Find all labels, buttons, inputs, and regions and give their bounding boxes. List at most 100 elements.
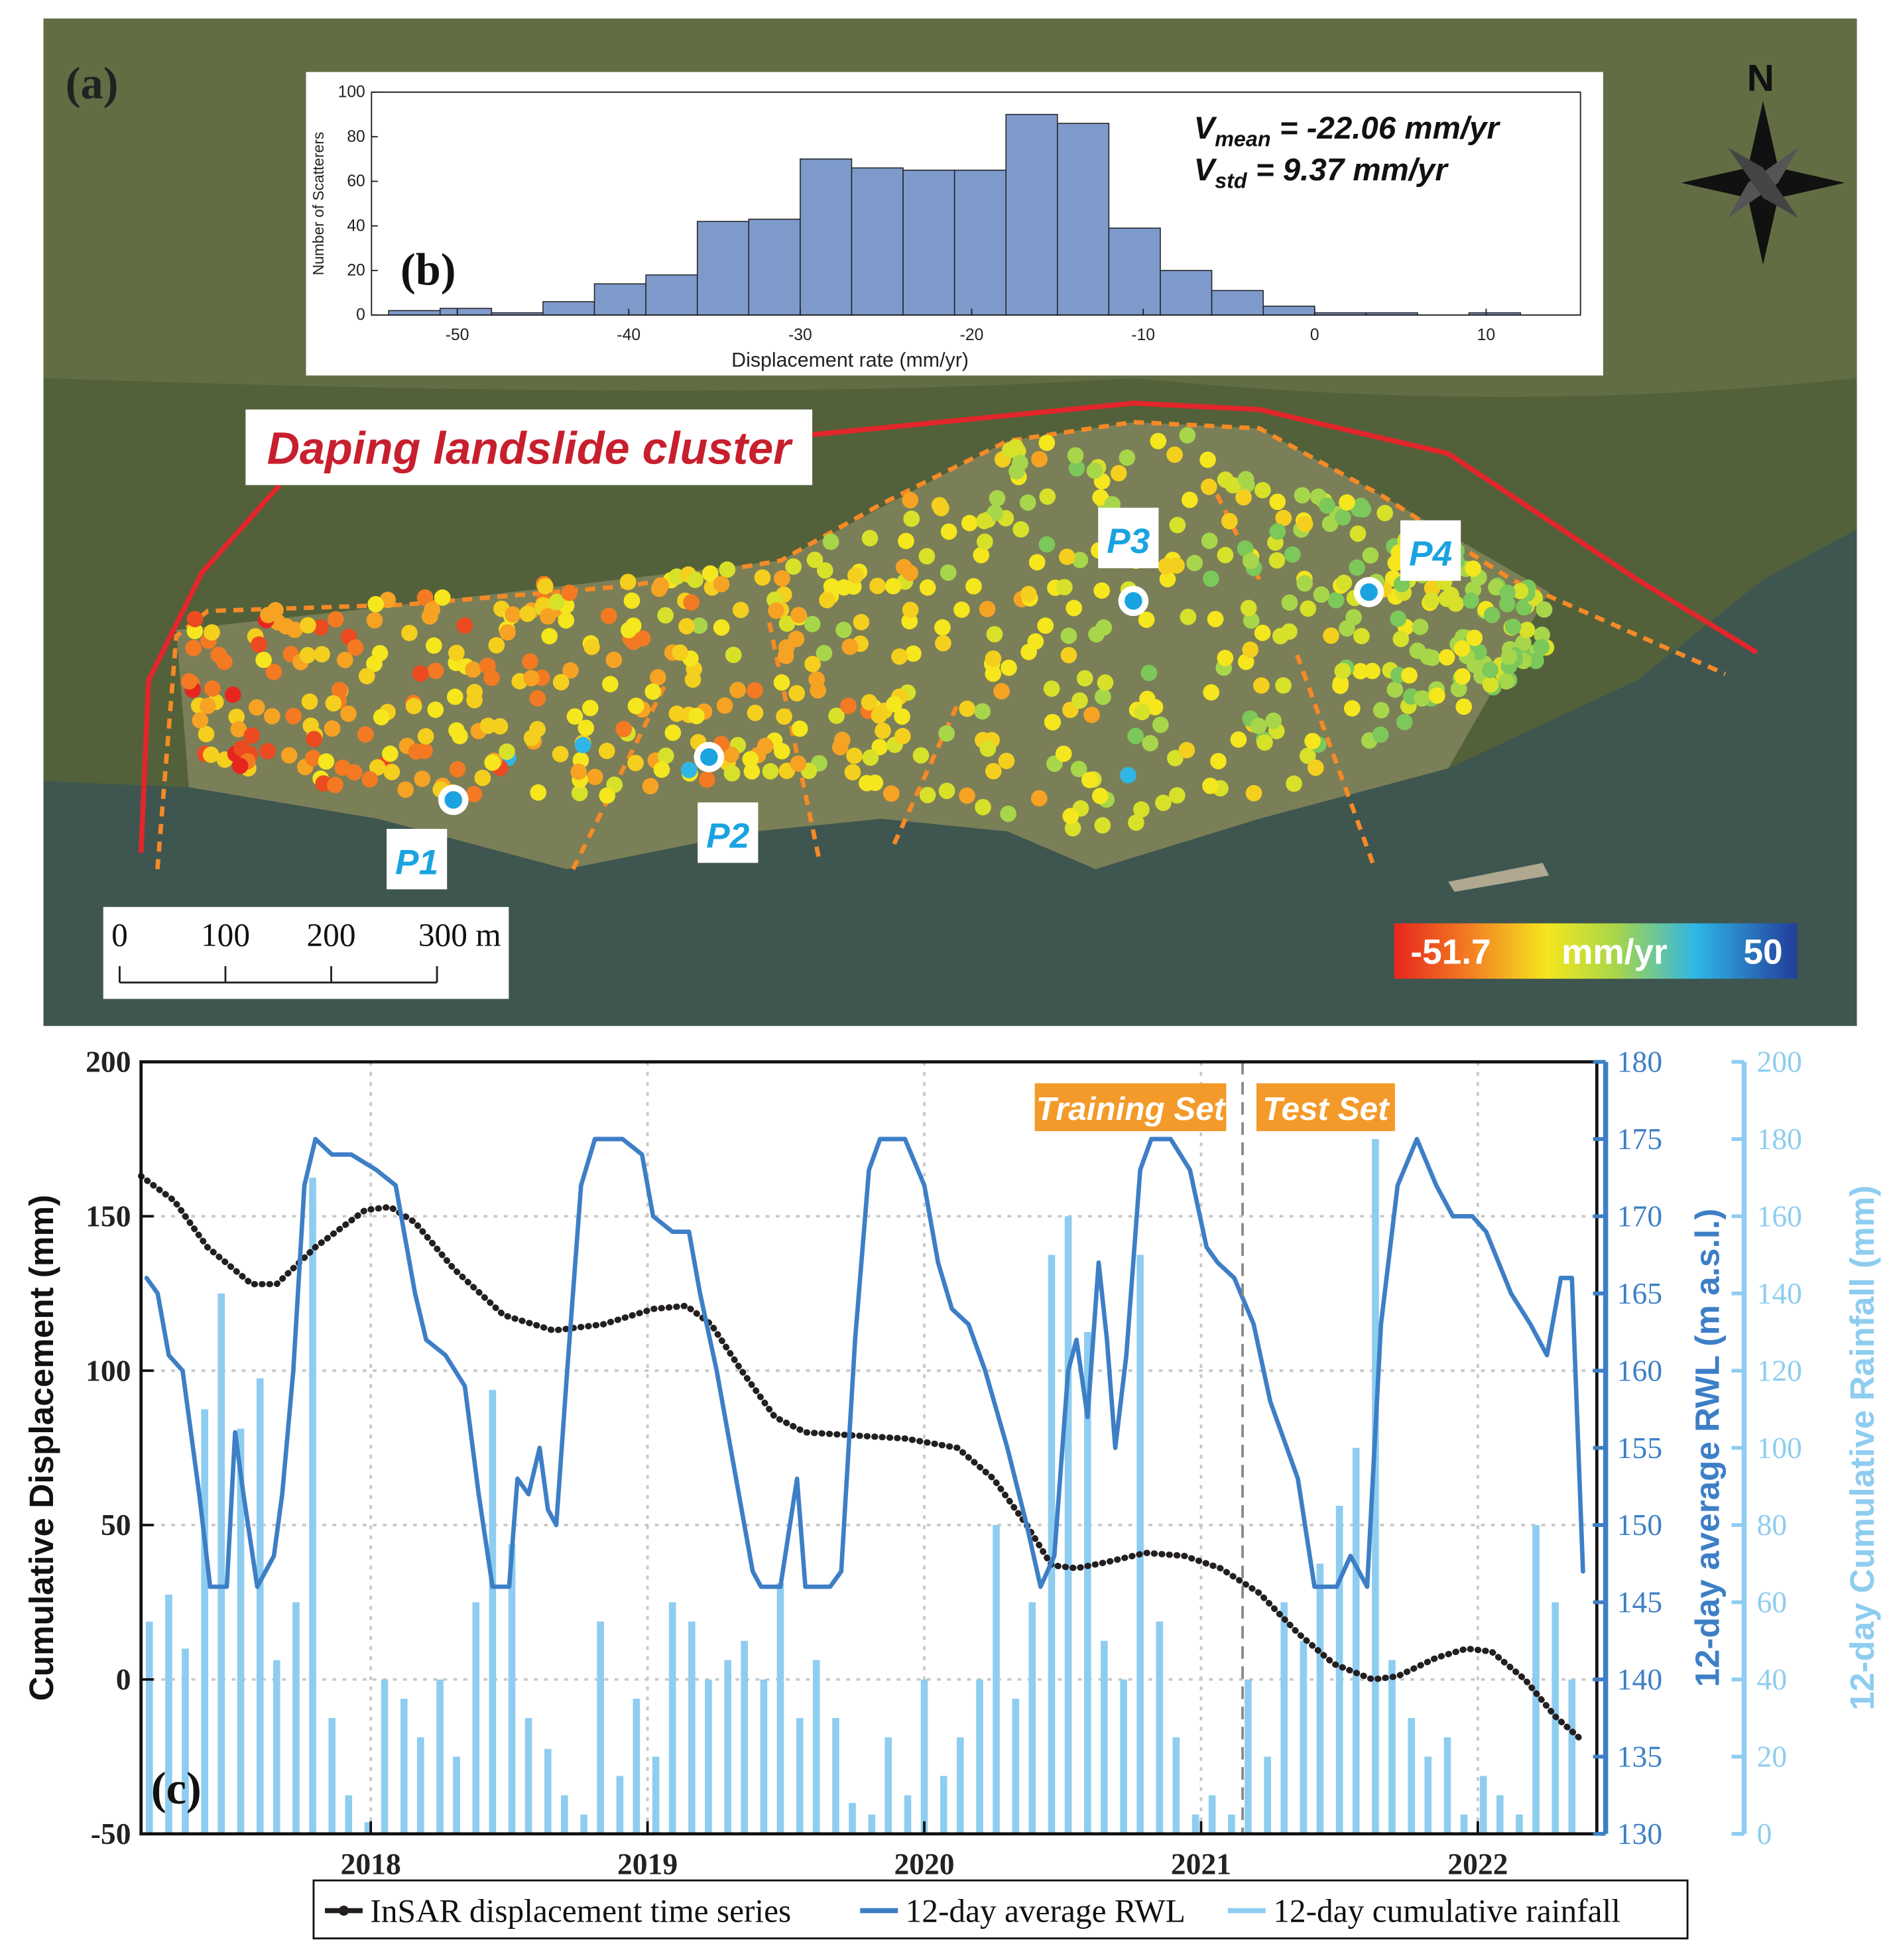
rainfall-bar xyxy=(145,1621,153,1834)
scatterer xyxy=(975,798,991,816)
scatterer xyxy=(1066,599,1083,617)
scatterer xyxy=(499,624,516,641)
scatterer xyxy=(1056,579,1073,595)
scatterer xyxy=(605,651,623,668)
scatterer xyxy=(902,601,919,619)
scatterer xyxy=(719,561,736,578)
scatterer xyxy=(1304,733,1321,750)
scatterer xyxy=(1237,540,1254,557)
rainfall-bar xyxy=(1443,1737,1451,1834)
rainfall-bar xyxy=(1460,1814,1468,1834)
scatterer xyxy=(912,747,930,764)
scatterer xyxy=(1168,787,1186,804)
rainfall-bar xyxy=(1280,1602,1288,1834)
scatterer xyxy=(479,717,497,734)
scatterer xyxy=(1364,662,1380,680)
scatterer xyxy=(976,513,993,530)
scatterer xyxy=(1307,759,1324,776)
scatterer xyxy=(328,611,344,628)
scatterer xyxy=(1093,582,1111,599)
scatterer xyxy=(644,683,662,700)
scatterer xyxy=(408,743,425,760)
scatterer xyxy=(1037,617,1054,634)
scatterer xyxy=(383,763,400,780)
rainfall-bar xyxy=(1568,1679,1576,1834)
scatterer xyxy=(541,628,558,644)
scatterer xyxy=(1332,675,1349,692)
point-marker-dot xyxy=(1125,592,1142,610)
point-marker-dot xyxy=(444,791,463,809)
scatterer xyxy=(552,674,570,691)
scatterer xyxy=(416,589,434,606)
rainfall-bar xyxy=(1136,1255,1144,1834)
rainfall-bar xyxy=(1191,1814,1199,1834)
scatterer xyxy=(1142,735,1159,752)
scatterer xyxy=(571,784,588,802)
y2-axis-label: 12-day average RWL (m a.s.l.) xyxy=(1689,1209,1727,1687)
y-tick-label: 20 xyxy=(347,262,365,280)
scatterer xyxy=(713,619,730,636)
y2-tick-label: 165 xyxy=(1617,1276,1662,1310)
scatterer xyxy=(1268,552,1286,569)
point-label: P1 xyxy=(395,843,438,882)
scatterer xyxy=(1518,621,1536,639)
scatterer xyxy=(1012,454,1028,471)
rainfall-bar xyxy=(884,1737,892,1834)
rainfall-bar xyxy=(489,1390,497,1834)
scatterer xyxy=(186,611,204,628)
scatterer xyxy=(1012,521,1030,538)
scatterer xyxy=(642,778,659,795)
annotation-text: = -22.06 mm/yr xyxy=(1271,111,1501,146)
scatterer xyxy=(1230,731,1247,748)
scatterer xyxy=(627,755,644,772)
rainfall-bar xyxy=(256,1378,264,1834)
legend xyxy=(312,1879,1689,1939)
scatterer xyxy=(754,569,771,586)
scatterer xyxy=(1412,619,1429,635)
scatterer xyxy=(1150,432,1167,450)
scatterer xyxy=(1463,592,1479,609)
scatterer xyxy=(530,784,547,801)
scatterer xyxy=(1498,595,1516,613)
scatterer xyxy=(841,639,859,655)
scatterer xyxy=(790,607,807,623)
scatterer xyxy=(861,694,878,711)
scatterer xyxy=(1253,677,1270,694)
rainfall-bar xyxy=(436,1679,444,1834)
rainfall-bar xyxy=(1172,1737,1180,1834)
split-label: Training Set xyxy=(1036,1091,1227,1127)
scatterer xyxy=(278,618,294,635)
scatterer xyxy=(938,725,955,742)
y2-tick-label: 145 xyxy=(1617,1585,1662,1619)
rainfall-bar xyxy=(652,1756,660,1834)
scatterer xyxy=(869,578,886,595)
histogram-bar xyxy=(593,283,646,316)
rainfall-bar xyxy=(1048,1255,1056,1834)
scatterer xyxy=(701,565,719,582)
scatterer xyxy=(519,605,536,623)
scatterer xyxy=(1237,471,1254,488)
scatterer xyxy=(1243,552,1259,570)
scatterer xyxy=(1423,592,1439,609)
rainfall-bar xyxy=(237,1428,245,1834)
scatterer xyxy=(204,624,220,641)
x-tick-label: -10 xyxy=(1131,326,1155,344)
rainfall-bar xyxy=(182,1648,189,1834)
scatterer xyxy=(1299,747,1316,765)
scatterer xyxy=(1221,513,1238,530)
x-tick-label: -30 xyxy=(788,326,812,344)
scatterer xyxy=(1119,449,1136,466)
scatterer xyxy=(1296,575,1313,592)
scatterer xyxy=(263,707,280,725)
scatterer xyxy=(1210,753,1227,770)
histogram-bar xyxy=(645,274,698,316)
scatterer xyxy=(578,719,595,737)
scatterer xyxy=(894,708,910,725)
scatterer xyxy=(725,646,742,664)
y3-tick-label: 80 xyxy=(1757,1508,1788,1542)
scatterer xyxy=(788,631,805,647)
scatterer xyxy=(267,601,284,619)
panel-label: (c) xyxy=(151,1763,202,1813)
rainfall-bar xyxy=(1516,1814,1523,1834)
y-tick-label: 0 xyxy=(356,306,365,324)
